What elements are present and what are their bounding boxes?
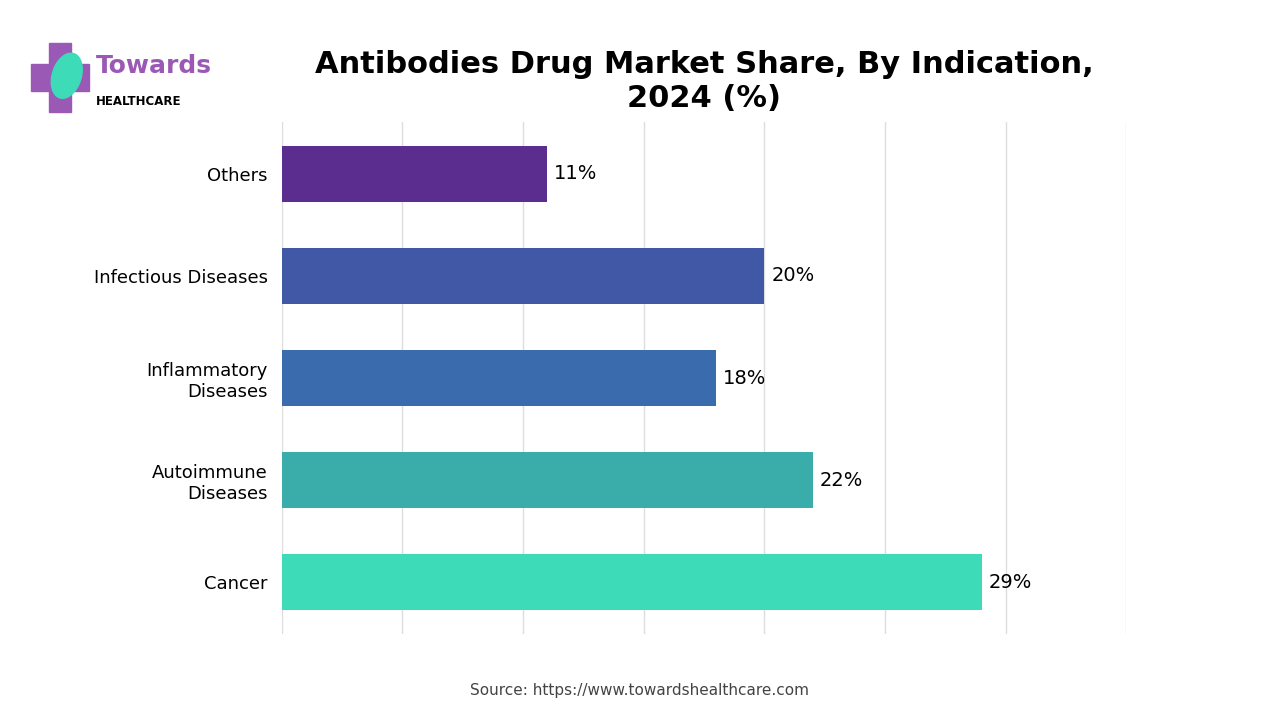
Text: 20%: 20% bbox=[772, 266, 815, 285]
Bar bbox=[282, 350, 716, 406]
Text: 11%: 11% bbox=[554, 164, 598, 183]
Text: 22%: 22% bbox=[820, 471, 863, 490]
Bar bbox=[282, 145, 547, 202]
Text: Antibodies Drug Market Share, By Indication,
2024 (%): Antibodies Drug Market Share, By Indicat… bbox=[315, 50, 1093, 113]
Bar bbox=[31, 64, 90, 91]
Text: Source: https://www.towardshealthcare.com: Source: https://www.towardshealthcare.co… bbox=[471, 683, 809, 698]
Text: 29%: 29% bbox=[989, 573, 1032, 592]
Bar bbox=[50, 42, 70, 112]
Text: 18%: 18% bbox=[723, 369, 767, 387]
Bar bbox=[282, 248, 764, 304]
Bar bbox=[282, 452, 813, 508]
Text: HEALTHCARE: HEALTHCARE bbox=[96, 95, 182, 108]
Ellipse shape bbox=[51, 53, 82, 99]
Bar bbox=[282, 554, 982, 611]
Text: Towards: Towards bbox=[96, 54, 212, 78]
